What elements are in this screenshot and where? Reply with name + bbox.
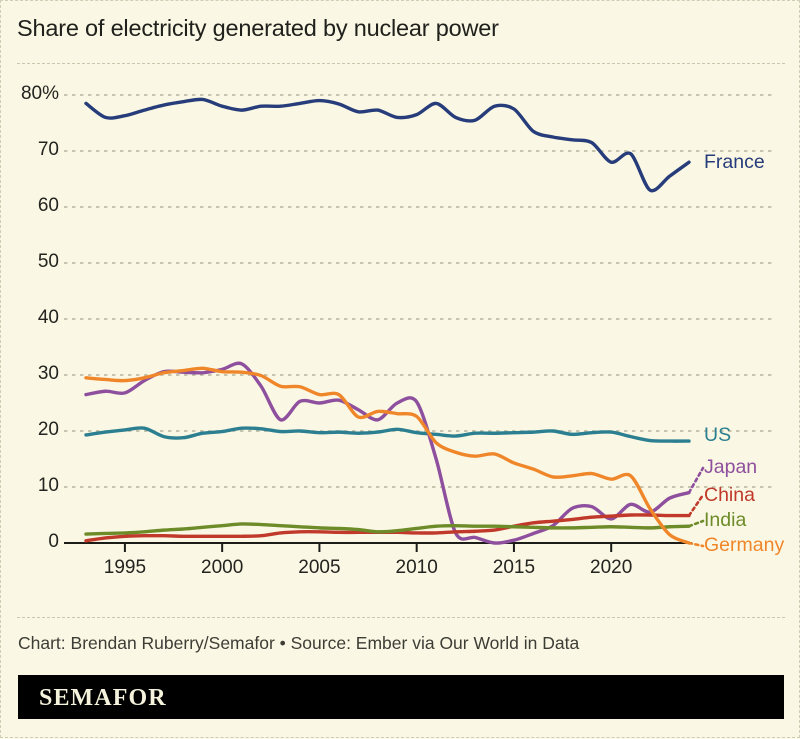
y-axis-tick-label: 10 [37, 475, 59, 496]
x-axis-tick-label: 2020 [590, 557, 633, 578]
y-axis-tick-label: 0 [48, 531, 59, 552]
series-label-germany: Germany [704, 534, 785, 556]
x-axis-tick-label: 2000 [201, 557, 244, 578]
chart-credit: Chart: Brendan Ruberry/Semafor • Source:… [18, 633, 580, 653]
y-axis-tick-label: 30 [37, 363, 59, 384]
series-label-india: India [704, 509, 747, 531]
x-axis-tick-label: 1995 [103, 557, 147, 578]
y-axis-tick-label: 20 [37, 419, 59, 440]
series-label-china: China [704, 484, 755, 506]
series-line-france [84, 97, 691, 193]
series-label-us: US [704, 424, 732, 446]
x-axis-tick-label: 2010 [395, 557, 438, 578]
x-axis-tick-label: 2015 [492, 557, 536, 578]
y-axis-tick-label: 60 [37, 195, 59, 216]
series-leader-japan [687, 466, 705, 494]
series-line-india [84, 522, 691, 536]
footer-divider [17, 617, 785, 618]
y-axis-tick-label: 80% [20, 83, 59, 104]
series-label-japan: Japan [704, 456, 758, 478]
y-axis-tick-label: 40 [37, 307, 59, 328]
page-title: Share of electricity generated by nuclea… [17, 15, 499, 41]
brand-logo: SEMAFOR [39, 685, 167, 711]
series-label-france: France [704, 151, 765, 173]
series-leader-germany [687, 541, 705, 548]
y-axis-tick-label: 70 [37, 139, 59, 160]
y-axis-tick-label: 50 [37, 251, 59, 272]
title-divider [17, 63, 785, 64]
x-axis-tick-label: 2005 [298, 557, 341, 578]
series-leader-china [687, 493, 705, 517]
series-leader-india [687, 519, 705, 528]
series-line-us [84, 426, 691, 443]
brand-bar [18, 675, 784, 719]
series-line-germany [84, 366, 691, 545]
